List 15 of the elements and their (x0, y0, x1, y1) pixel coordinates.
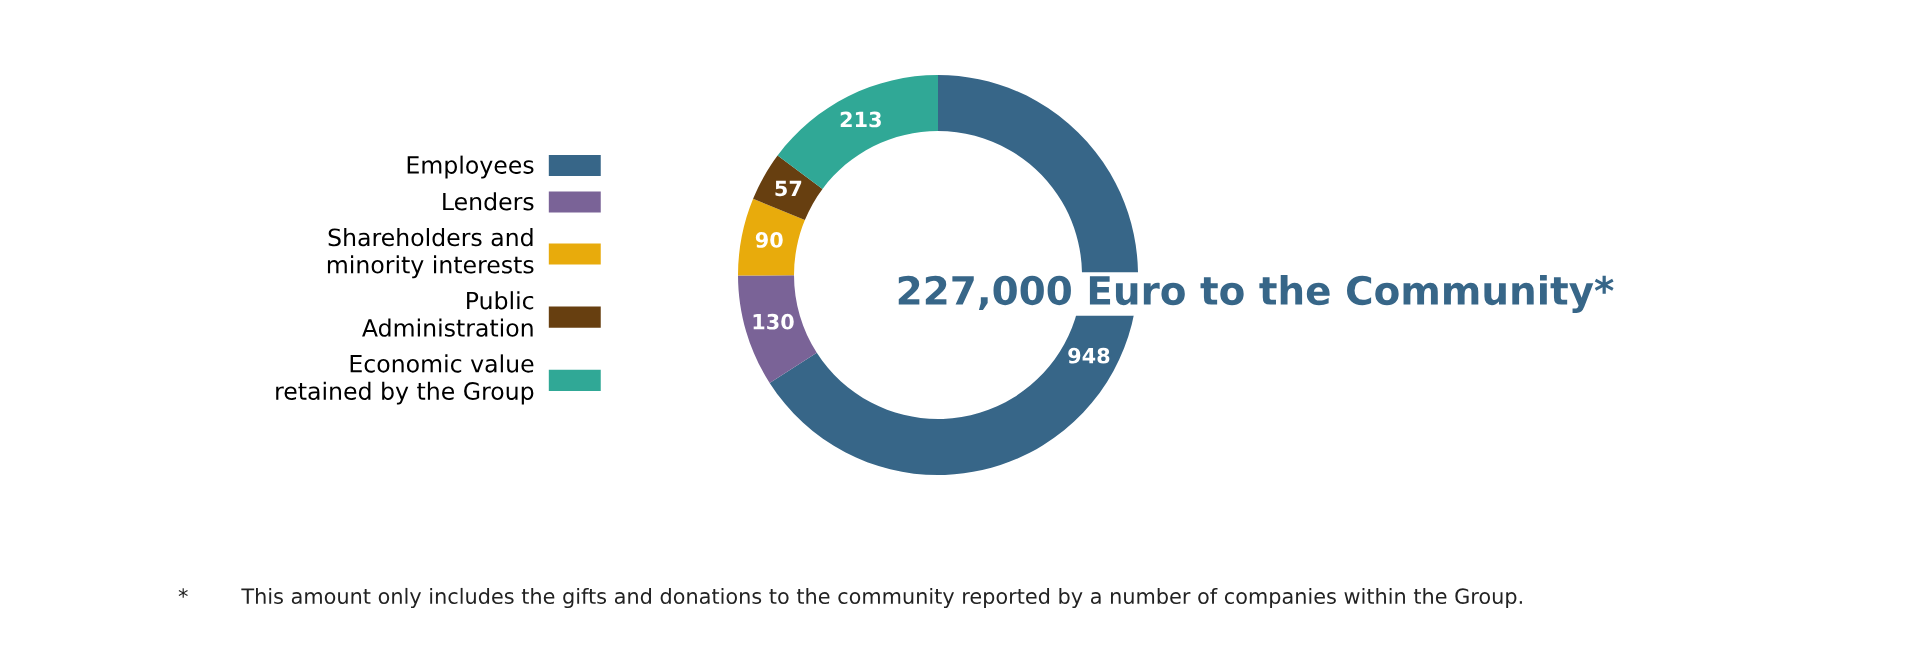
data-label: 948 (1068, 347, 1110, 364)
donut-slice (753, 155, 823, 221)
donut-slice (738, 275, 817, 383)
donut-slice (738, 198, 805, 276)
legend-label: Economic value retained by the Group (276, 354, 534, 405)
data-label: 90 (755, 232, 783, 248)
legend-label: Public Administration (362, 291, 534, 337)
data-label: 57 (775, 180, 802, 197)
legend-label: Lenders (443, 192, 534, 211)
legend-label: Shareholders and minority interests (327, 228, 534, 279)
text: 227,000 Euro to the Community* (898, 275, 1614, 313)
data-label: 213 (840, 111, 881, 128)
data-label: 130 (753, 313, 794, 330)
text: * This amount only includes the gifts and donations to the community reported by a number of companies within the Group. (178, 587, 1522, 609)
legend-label: Employees (407, 155, 534, 179)
